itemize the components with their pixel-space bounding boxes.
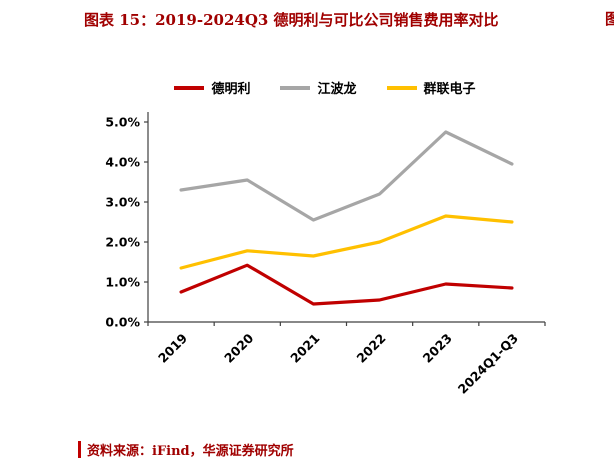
legend-swatch-demingli — [174, 85, 205, 90]
x-axis-label: 2021 — [287, 331, 322, 366]
series-line-0 — [179, 263, 514, 306]
x-axis-label: 2022 — [353, 331, 388, 366]
y-axis-label: 5.0% — [105, 115, 140, 130]
legend-item-qunlian: 群联电子 — [386, 78, 476, 97]
legend-label-demingli: 德明利 — [211, 82, 251, 97]
x-axis-label: 2023 — [420, 331, 455, 366]
y-axis-label: 2.0% — [105, 235, 140, 250]
plot-area: 0.0% 1.0% 2.0% 3.0% 4.0% 5.0% 2019 2020 2021 2022… — [85, 100, 565, 405]
clipped-adjacent-column-text: 图 — [605, 10, 614, 28]
source-note: 资料来源：iFind，华源证券研究所 — [78, 440, 294, 459]
red-accent-bar — [78, 441, 81, 458]
x-axis-label: 2019 — [155, 331, 190, 366]
plot-svg: 0.0% 1.0% 2.0% 3.0% 4.0% 5.0% 2019 2020 2021 2022… — [105, 112, 546, 397]
y-axis-label: 4.0% — [105, 155, 140, 170]
legend-label-jiangbolong: 江波龙 — [317, 82, 357, 97]
chart-legend: 德明利 江波龙 群联电子 — [90, 78, 560, 97]
legend-swatch-qunlian — [386, 85, 417, 90]
legend-swatch-jiangbolong — [280, 85, 311, 90]
legend-item-demingli: 德明利 — [174, 78, 250, 97]
series-line-2 — [179, 214, 514, 270]
legend-label-qunlian: 群联电子 — [423, 82, 476, 97]
chart-title: 图表 15：2019-2024Q3 德明利与可比公司销售费用率对比 — [84, 11, 499, 29]
x-axis-label: 2024Q1-Q3 — [455, 331, 521, 397]
source-text: 资料来源：iFind，华源证券研究所 — [87, 444, 294, 459]
y-axis-label: 3.0% — [105, 195, 140, 210]
legend-item-jiangbolong: 江波龙 — [280, 78, 357, 97]
y-axis-label: 1.0% — [105, 275, 140, 290]
x-axis-label: 2020 — [221, 330, 256, 365]
y-axis-label: 0.0% — [105, 315, 140, 330]
series-line-1 — [179, 130, 514, 222]
